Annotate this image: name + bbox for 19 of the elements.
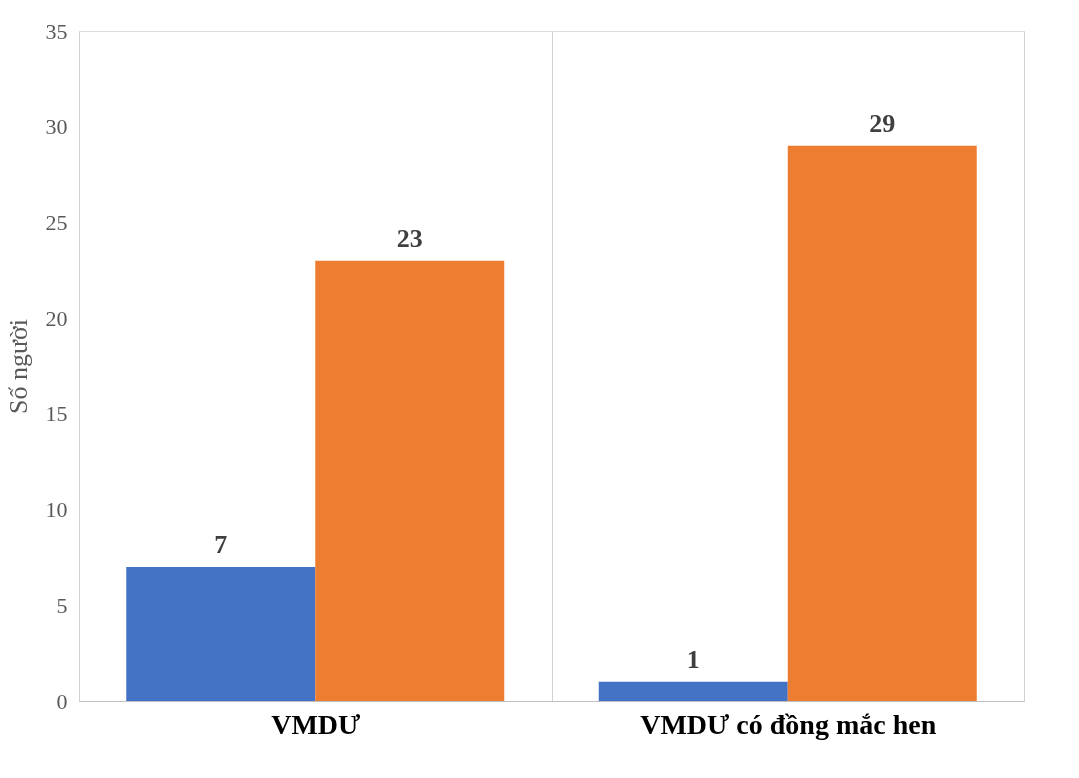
- x-tick-label: VMDƯ có đồng mắc hen: [640, 708, 937, 740]
- y-tick-label: 35: [45, 18, 68, 44]
- y-tick-label: 10: [45, 497, 68, 523]
- y-tick-label: 30: [45, 114, 68, 140]
- data-label: 1: [686, 644, 700, 674]
- bar: [126, 567, 316, 701]
- data-label: 7: [214, 530, 228, 559]
- bar: [315, 260, 505, 701]
- y-tick-label: 15: [45, 401, 68, 427]
- y-tick-label: 25: [45, 209, 68, 235]
- data-label: 29: [869, 108, 896, 138]
- x-tick-label: VMDƯ: [271, 708, 362, 740]
- bar: [598, 681, 788, 701]
- data-label: 23: [396, 223, 423, 253]
- y-tick-label: 20: [45, 305, 68, 331]
- y-tick-label: 5: [56, 592, 68, 618]
- y-tick-label: 0: [56, 688, 68, 714]
- y-axis-title: Số người: [3, 318, 33, 415]
- bar: [787, 145, 977, 701]
